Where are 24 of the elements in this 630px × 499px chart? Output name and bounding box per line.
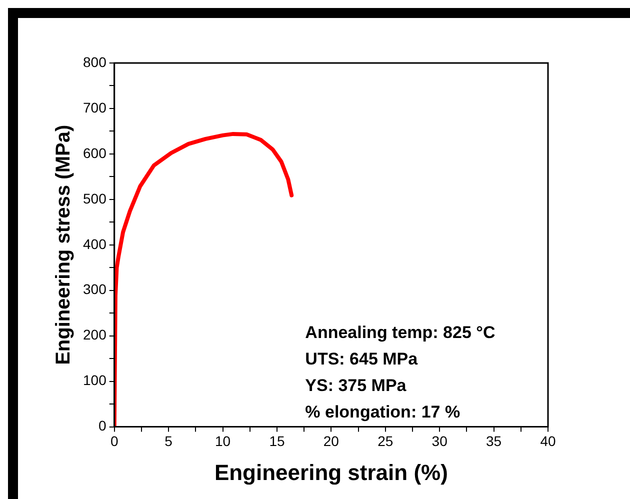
x-tick-label: 40 [540,433,556,450]
y-tick-label: 700 [83,99,107,116]
x-tick-label: 15 [269,433,285,450]
x-tick-label: 10 [214,433,231,450]
y-tick-label: 300 [83,281,107,298]
x-axis-title: Engineering strain (%) [214,460,448,485]
y-tick-label: 200 [83,326,107,343]
y-axis-title: Engineering stress (MPa) [52,124,75,365]
x-tick-label: 20 [323,433,340,450]
y-tick-label: 0 [98,418,107,434]
annotation: UTS: 645 MPa [305,349,418,368]
x-tick-label: 0 [110,433,118,450]
y-tick-label: 800 [83,54,107,70]
annotation: % elongation: 17 % [305,402,460,422]
x-tick-label: 5 [164,433,173,450]
y-tick-label: 600 [83,144,107,161]
x-tick-label: 25 [378,433,394,450]
y-tick-label: 100 [83,372,107,388]
annotation: Annealing temp: 825 °C [305,322,496,342]
x-tick-label: 30 [432,433,448,450]
x-tick-label: 35 [486,433,502,450]
annotation: YS: 375 MPa [305,376,407,395]
y-tick-label: 400 [83,236,107,252]
y-tick-label: 500 [83,190,107,206]
